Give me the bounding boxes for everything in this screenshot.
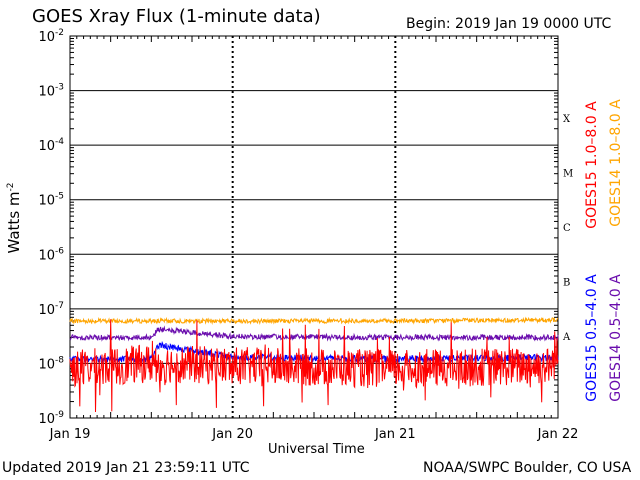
credit-text: NOAA/SWPC Boulder, CO USA bbox=[423, 460, 632, 476]
y-axis-label: Watts m-2 bbox=[5, 182, 23, 254]
x-tick-label: Jan 21 bbox=[374, 427, 416, 442]
x-tick-label: Jan 22 bbox=[537, 427, 579, 442]
legend-goes15-long: GOES15 1.0–8.0 A bbox=[584, 101, 600, 229]
y-tick-label: 10-5 bbox=[38, 192, 64, 209]
updated-timestamp: Updated 2019 Jan 21 23:59:11 UTC bbox=[2, 460, 250, 476]
y-tick-label: 10-9 bbox=[38, 410, 64, 427]
y-tick-label: 10-6 bbox=[38, 246, 64, 263]
legend-goes14-short: GOES14 0.5–4.0 A bbox=[608, 274, 624, 402]
series-line bbox=[69, 340, 559, 364]
flare-class-label: B bbox=[563, 278, 570, 289]
legend-goes14-long: GOES14 1.0–8.0 A bbox=[608, 99, 624, 227]
y-tick-label: 10-2 bbox=[38, 28, 64, 45]
begin-time: Begin: 2019 Jan 19 0000 UTC bbox=[406, 16, 612, 32]
x-tick-label: Jan 20 bbox=[211, 427, 253, 442]
series-line bbox=[69, 319, 559, 413]
flare-class-label: C bbox=[563, 223, 571, 234]
y-tick-label: 10-3 bbox=[38, 83, 64, 100]
y-tick-label: 10-7 bbox=[38, 301, 64, 318]
legend-goes15-short: GOES15 0.5–4.0 A bbox=[584, 274, 600, 402]
y-tick-label: 10-8 bbox=[38, 355, 64, 372]
flare-class-label: M bbox=[563, 168, 573, 179]
chart-title: GOES Xray Flux (1-minute data) bbox=[32, 6, 321, 27]
x-tick-label: Jan 19 bbox=[49, 427, 91, 442]
x-axis-label: Universal Time bbox=[268, 442, 365, 457]
flare-class-label: A bbox=[562, 332, 571, 343]
series-line bbox=[69, 325, 559, 342]
series-line bbox=[69, 316, 559, 325]
y-tick-label: 10-4 bbox=[38, 137, 64, 154]
flare-class-label: X bbox=[563, 114, 571, 125]
